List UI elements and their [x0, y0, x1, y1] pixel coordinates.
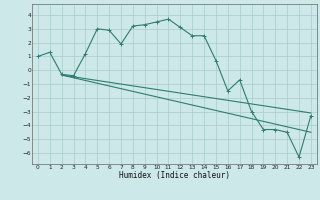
X-axis label: Humidex (Indice chaleur): Humidex (Indice chaleur): [119, 171, 230, 180]
